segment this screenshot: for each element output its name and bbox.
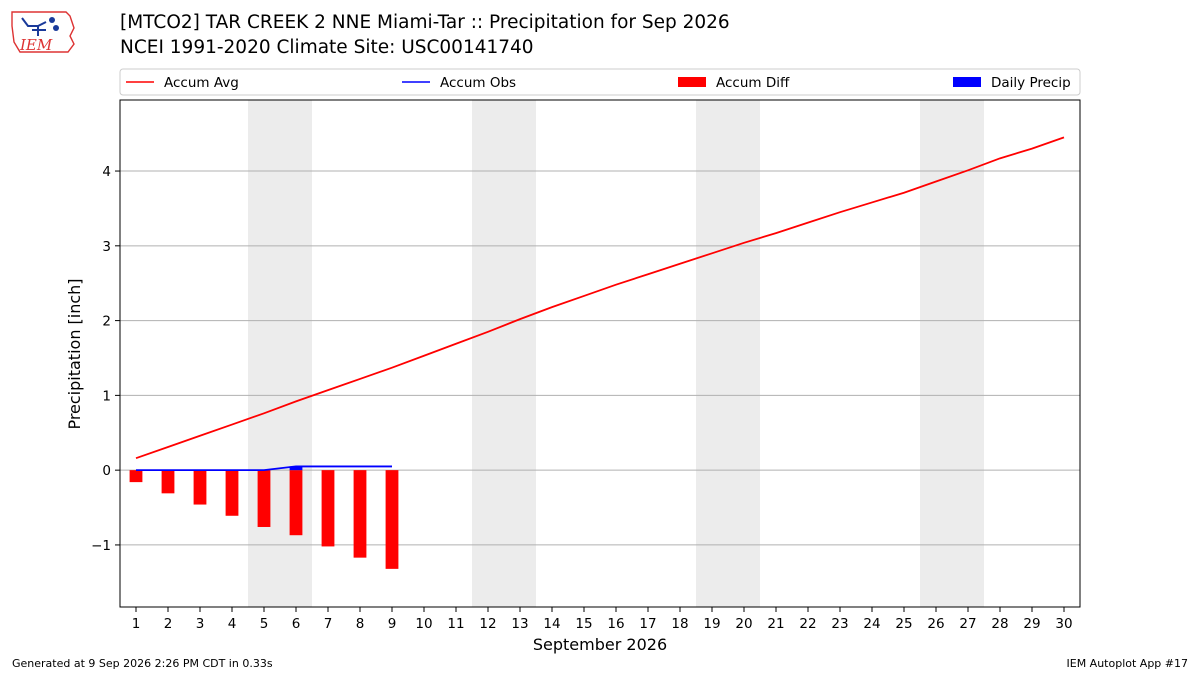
x-tick-label: 2 bbox=[164, 616, 173, 632]
generated-timestamp: Generated at 9 Sep 2026 2:26 PM CDT in 0… bbox=[12, 657, 273, 670]
x-tick-label: 24 bbox=[863, 616, 880, 632]
weekend-band-2 bbox=[472, 100, 536, 607]
accum-obs-line bbox=[136, 465, 392, 472]
plot-frame bbox=[119, 99, 1081, 608]
iem-logo: IEM bbox=[11, 11, 75, 54]
legend-label-accum-obs: Accum Obs bbox=[440, 75, 516, 91]
accum-diff-bar-day-3 bbox=[193, 470, 207, 505]
app-label: IEM Autoplot App #17 bbox=[1066, 657, 1189, 670]
x-tick-label: 7 bbox=[324, 616, 333, 632]
x-tick-label: 8 bbox=[356, 616, 365, 632]
x-tick-label: 22 bbox=[799, 616, 816, 632]
weekend-band-4 bbox=[920, 100, 984, 607]
x-tick-label: 5 bbox=[260, 616, 269, 632]
accum-avg-line bbox=[135, 136, 1065, 460]
x-tick-label: 4 bbox=[228, 616, 237, 632]
x-tick-label: 14 bbox=[543, 616, 560, 632]
x-tick-label: 23 bbox=[831, 616, 848, 632]
legend-label-accum-avg: Accum Avg bbox=[164, 75, 239, 91]
y-tick-label: 0 bbox=[102, 463, 111, 479]
accum-diff-bar-day-6 bbox=[289, 470, 303, 536]
y-axis-label: Precipitation [inch] bbox=[65, 278, 84, 429]
x-tick-label: 21 bbox=[767, 616, 784, 632]
y-tick-label: 2 bbox=[102, 314, 111, 330]
bar-marks bbox=[129, 466, 399, 569]
legend-label-accum-diff: Accum Diff bbox=[716, 75, 790, 91]
legend-swatch-accum-diff bbox=[678, 77, 706, 87]
x-tick-label: 9 bbox=[388, 616, 397, 632]
x-axis-ticks: 1 2 3 4 5 6 7 8 9 10 11 12 13 14 15 16 17 18 19 20 21 22 23 24 2… bbox=[132, 607, 1073, 632]
gridlines bbox=[120, 170, 1080, 546]
accum-diff-bar-day-9 bbox=[385, 470, 399, 569]
x-tick-label: 28 bbox=[991, 616, 1008, 632]
accum-diff-bar-day-8 bbox=[353, 470, 367, 558]
iowa-outline-icon bbox=[11, 11, 75, 53]
accum-diff-bar-day-2 bbox=[161, 470, 175, 494]
chart-subtitle: NCEI 1991-2020 Climate Site: USC00141740 bbox=[120, 37, 534, 58]
accum-diff-bar-day-4 bbox=[225, 470, 239, 516]
x-tick-label: 17 bbox=[639, 616, 656, 632]
x-tick-label: 16 bbox=[607, 616, 624, 632]
x-tick-label: 11 bbox=[447, 616, 464, 632]
line-marks bbox=[135, 136, 1065, 472]
x-tick-label: 6 bbox=[292, 616, 301, 632]
x-tick-label: 26 bbox=[927, 616, 944, 632]
accum-diff-bar-day-7 bbox=[321, 470, 335, 547]
x-tick-label: 27 bbox=[959, 616, 976, 632]
accum-diff-bar-day-1 bbox=[129, 470, 143, 483]
chart-title: [MTCO2] TAR CREEK 2 NNE Miami-Tar :: Pre… bbox=[120, 12, 730, 33]
legend-frame bbox=[119, 68, 1081, 96]
x-tick-label: 29 bbox=[1023, 616, 1040, 632]
legend-swatch-daily-precip bbox=[953, 77, 981, 87]
weekend-band-3 bbox=[696, 100, 760, 607]
logo-text: IEM bbox=[19, 36, 53, 54]
x-tick-label: 19 bbox=[703, 616, 720, 632]
daily-precip-bar-day-6 bbox=[289, 466, 303, 471]
legend: Accum Avg Accum Obs Accum Diff Daily Pre… bbox=[119, 68, 1081, 96]
y-tick-label: −1 bbox=[91, 538, 111, 554]
weather-vane-icon bbox=[21, 17, 47, 36]
x-tick-label: 15 bbox=[575, 616, 592, 632]
accum-diff-bar-day-5 bbox=[257, 470, 271, 527]
x-axis-label: September 2026 bbox=[533, 635, 667, 654]
x-tick-label: 10 bbox=[415, 616, 432, 632]
x-tick-label: 12 bbox=[479, 616, 496, 632]
x-tick-label: 3 bbox=[196, 616, 205, 632]
x-tick-label: 25 bbox=[895, 616, 912, 632]
y-axis-ticks: −1 0 1 2 3 4 bbox=[91, 164, 120, 554]
y-tick-label: 4 bbox=[102, 164, 111, 180]
x-tick-label: 20 bbox=[735, 616, 752, 632]
legend-label-daily-precip: Daily Precip bbox=[991, 75, 1071, 91]
x-tick-label: 13 bbox=[511, 616, 528, 632]
x-tick-label: 18 bbox=[671, 616, 688, 632]
x-tick-label: 1 bbox=[132, 616, 141, 632]
x-tick-label: 30 bbox=[1055, 616, 1072, 632]
y-tick-label: 1 bbox=[102, 388, 111, 404]
weekend-bands bbox=[248, 100, 984, 607]
y-tick-label: 3 bbox=[102, 239, 111, 255]
